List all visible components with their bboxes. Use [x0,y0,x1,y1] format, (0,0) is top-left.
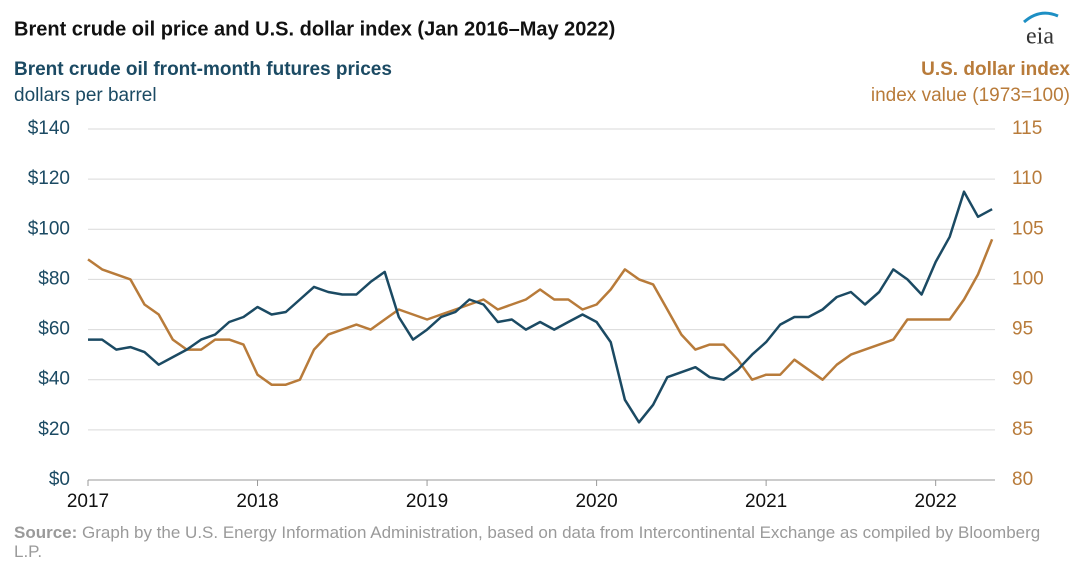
y2-axis-title: U.S. dollar index [921,59,1070,80]
y2-tick-label: 115 [1012,118,1042,139]
y2-tick-label: 85 [1012,419,1033,440]
y2-tick-label: 110 [1012,168,1042,189]
y-tick-label: $60 [38,319,70,340]
y-tick-label: $40 [38,369,70,390]
source-text: Graph by the U.S. Energy Information Adm… [14,523,1041,561]
x-tick-label: 2017 [67,491,109,512]
logo-arc [1023,11,1059,24]
y2-tick-label: 95 [1012,319,1033,340]
y2-axis-subtitle: index value (1973=100) [871,85,1070,106]
y-axis-title: Brent crude oil front-month futures pric… [14,59,392,80]
chart-title: Brent crude oil price and U.S. dollar in… [14,18,615,40]
x-tick-label: 2018 [236,491,278,512]
y2-tick-label: 105 [1012,218,1044,239]
x-tick-label: 2020 [575,491,617,512]
source: Source: Graph by the U.S. Energy Informa… [14,523,1064,561]
y-tick-label: $80 [38,268,70,289]
y-tick-label: $0 [49,469,70,490]
y-tick-label: $100 [28,218,70,239]
y-tick-label: $20 [38,419,70,440]
y-tick-label: $120 [28,168,70,189]
series-line [88,190,993,424]
x-tick-label: 2021 [745,491,787,512]
series-line [87,238,994,386]
x-tick-label: 2022 [915,491,957,512]
x-tick-label: 2019 [406,491,448,512]
source-label: Source: [14,523,78,542]
y2-tick-label: 90 [1012,369,1033,390]
logo: eia [1026,24,1054,50]
y-tick-label: $140 [28,118,70,139]
y-axis-subtitle: dollars per barrel [14,85,157,106]
y2-tick-label: 80 [1012,469,1033,490]
y2-tick-label: 100 [1012,268,1044,289]
